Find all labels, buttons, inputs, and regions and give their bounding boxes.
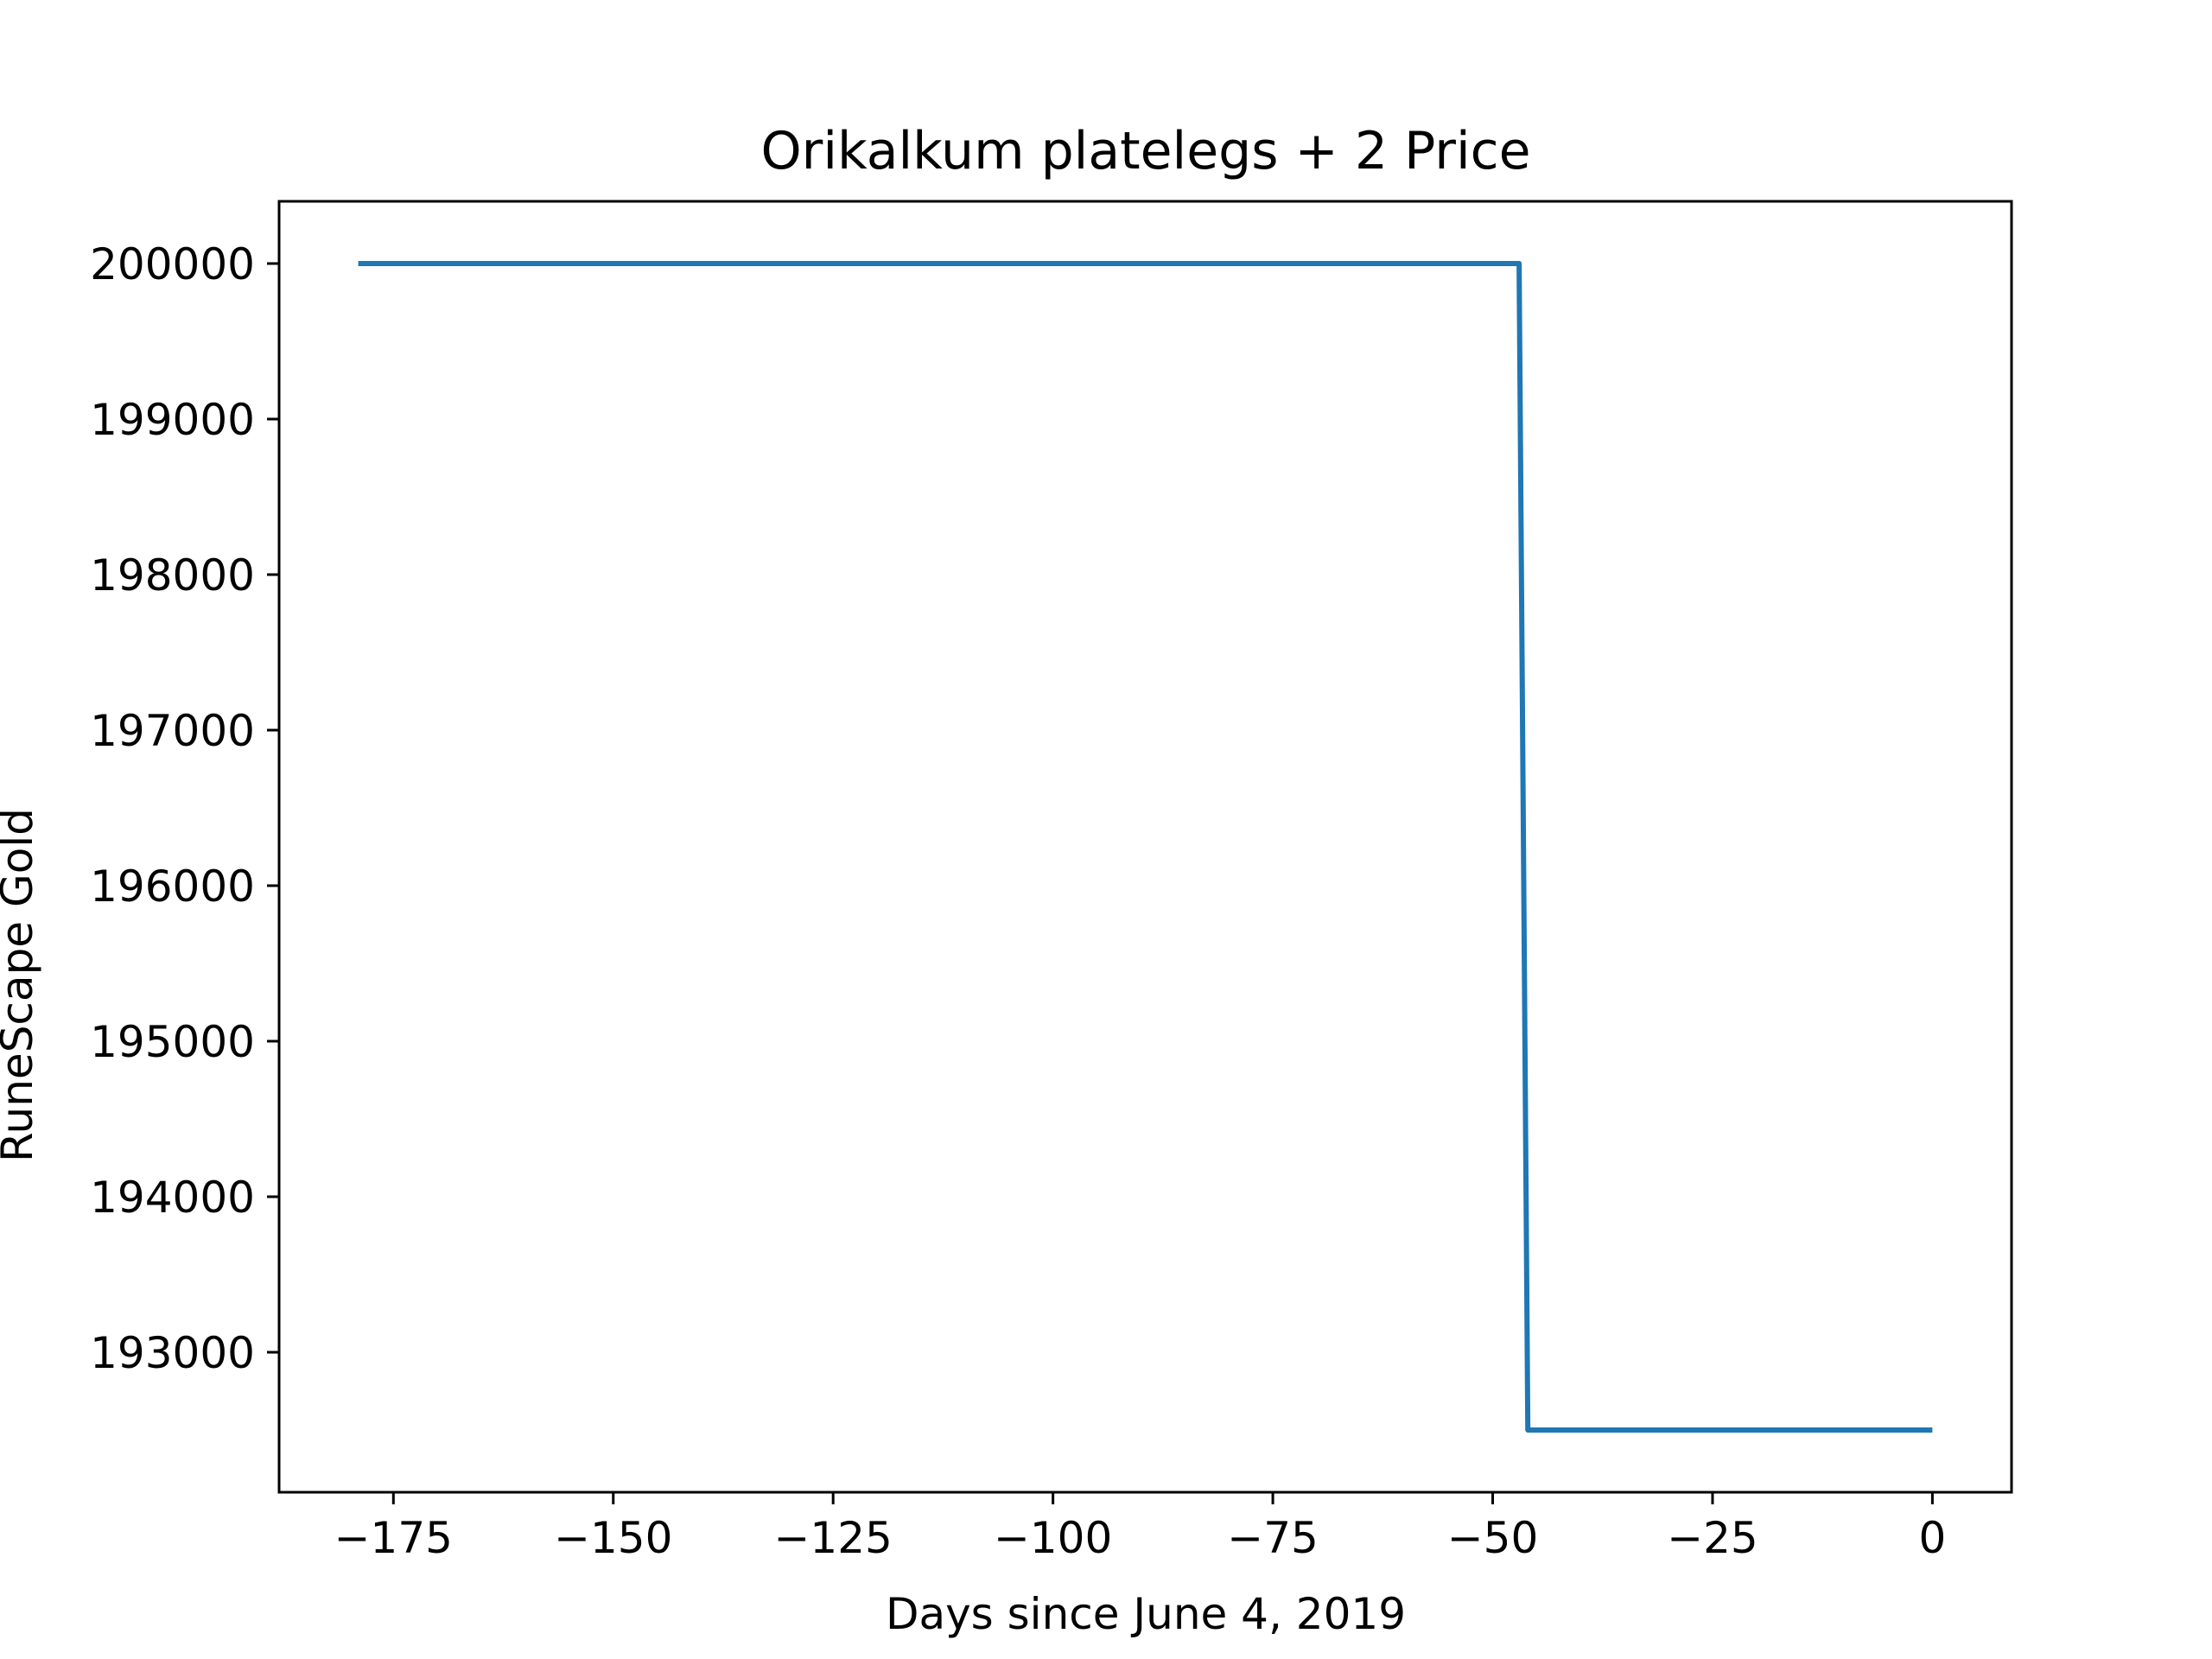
y-tick-label: 200000 bbox=[90, 239, 255, 289]
x-tick-label: −25 bbox=[1667, 1513, 1758, 1563]
y-tick-label: 194000 bbox=[90, 1173, 255, 1223]
y-tick-label: 193000 bbox=[90, 1328, 255, 1378]
y-tick-label: 195000 bbox=[90, 1017, 255, 1067]
x-tick-label: −175 bbox=[334, 1513, 453, 1563]
x-axis-ticks: −175 −150 −125 −100 −75 −50 −25 0 bbox=[334, 1492, 1946, 1563]
axes-frame bbox=[277, 200, 2013, 1494]
y-axis-label: RuneScape Gold bbox=[0, 808, 42, 1162]
y-tick-label: 199000 bbox=[90, 395, 255, 445]
x-tick-label: −125 bbox=[774, 1513, 893, 1563]
x-tick-label: 0 bbox=[1918, 1513, 1946, 1563]
y-tick-label: 197000 bbox=[90, 706, 255, 756]
x-axis-label: Days since June 4, 2019 bbox=[886, 1589, 1406, 1639]
y-axis-ticks: 193000 194000 195000 196000 197000 198000 1990… bbox=[90, 239, 279, 1378]
x-tick-label: −150 bbox=[554, 1513, 672, 1563]
y-tick-label: 198000 bbox=[90, 550, 255, 601]
chart-title: Orikalkum platelegs + 2 Price bbox=[760, 121, 1530, 181]
plot-area bbox=[358, 261, 1933, 1433]
price-series-line-0 bbox=[358, 261, 1933, 1433]
x-tick-label: −50 bbox=[1447, 1513, 1539, 1563]
x-tick-label: −75 bbox=[1227, 1513, 1319, 1563]
y-tick-label: 196000 bbox=[90, 861, 255, 912]
x-tick-label: −100 bbox=[994, 1513, 1112, 1563]
